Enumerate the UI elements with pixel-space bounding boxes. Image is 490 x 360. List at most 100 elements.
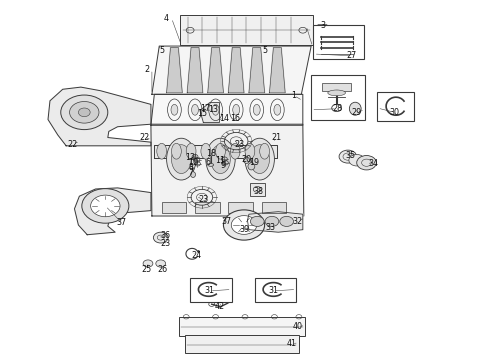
Text: 20: 20: [241, 155, 251, 163]
Ellipse shape: [216, 143, 225, 159]
Bar: [322, 83, 351, 91]
Text: 32: 32: [293, 217, 303, 226]
Ellipse shape: [192, 104, 198, 115]
Text: 5: 5: [262, 46, 267, 55]
Ellipse shape: [265, 216, 279, 226]
Text: 33: 33: [266, 223, 275, 232]
Text: 18: 18: [206, 149, 216, 158]
Text: 7: 7: [189, 168, 194, 177]
Polygon shape: [208, 48, 223, 93]
Ellipse shape: [230, 143, 240, 159]
Text: 8: 8: [189, 163, 194, 172]
Ellipse shape: [253, 104, 260, 115]
Ellipse shape: [171, 104, 178, 115]
Polygon shape: [270, 48, 285, 93]
Bar: [195, 202, 220, 213]
Text: 10: 10: [189, 158, 198, 167]
Text: 5: 5: [159, 46, 164, 55]
Text: 34: 34: [368, 159, 378, 168]
Circle shape: [332, 104, 342, 112]
Ellipse shape: [191, 172, 196, 177]
Ellipse shape: [206, 138, 235, 180]
Text: 28: 28: [332, 104, 342, 113]
Text: 1: 1: [292, 91, 296, 100]
Bar: [250, 183, 265, 196]
Text: 41: 41: [287, 339, 296, 348]
Text: 23: 23: [161, 239, 171, 248]
Text: 15: 15: [197, 109, 207, 118]
Text: 30: 30: [390, 108, 399, 117]
Text: 31: 31: [269, 287, 278, 295]
Text: 38: 38: [254, 187, 264, 196]
Text: 4: 4: [164, 14, 169, 23]
Ellipse shape: [70, 102, 99, 123]
Ellipse shape: [349, 154, 365, 166]
Text: 23: 23: [198, 195, 208, 204]
Ellipse shape: [212, 104, 219, 115]
Text: 24: 24: [191, 251, 201, 260]
Text: 35: 35: [345, 151, 355, 160]
Ellipse shape: [223, 210, 265, 240]
Ellipse shape: [244, 157, 249, 163]
Polygon shape: [151, 94, 303, 125]
Ellipse shape: [186, 143, 196, 159]
Text: 16: 16: [230, 114, 240, 122]
Text: 11: 11: [216, 156, 225, 165]
Text: 26: 26: [158, 265, 168, 274]
Text: 36: 36: [161, 231, 171, 240]
Ellipse shape: [250, 216, 264, 226]
Text: 37: 37: [117, 218, 126, 227]
Ellipse shape: [260, 143, 270, 159]
Ellipse shape: [82, 189, 129, 223]
Ellipse shape: [157, 143, 167, 159]
Text: 23: 23: [234, 140, 244, 149]
Ellipse shape: [231, 216, 257, 234]
Bar: [190, 278, 232, 302]
Polygon shape: [152, 46, 311, 94]
Ellipse shape: [167, 138, 196, 180]
Bar: [311, 75, 365, 120]
Bar: [180, 15, 313, 45]
Polygon shape: [151, 124, 304, 216]
Ellipse shape: [250, 145, 270, 174]
Ellipse shape: [172, 143, 181, 159]
Ellipse shape: [61, 95, 108, 130]
Text: 2: 2: [145, 65, 149, 74]
Text: 19: 19: [249, 158, 259, 167]
Circle shape: [153, 232, 168, 243]
Ellipse shape: [91, 195, 120, 217]
Bar: [162, 202, 186, 213]
Bar: [255, 278, 296, 302]
Polygon shape: [48, 87, 151, 146]
Text: 17: 17: [200, 104, 210, 113]
Ellipse shape: [339, 150, 357, 163]
Text: 6: 6: [206, 158, 211, 167]
Circle shape: [143, 260, 153, 267]
Ellipse shape: [201, 143, 211, 159]
Polygon shape: [249, 48, 265, 93]
Ellipse shape: [233, 104, 240, 115]
Text: 25: 25: [141, 265, 151, 274]
Polygon shape: [200, 103, 220, 122]
Ellipse shape: [274, 104, 281, 115]
Ellipse shape: [245, 143, 255, 159]
Text: 27: 27: [347, 51, 357, 60]
Bar: [377, 92, 414, 121]
Bar: [313, 25, 364, 59]
Ellipse shape: [280, 216, 294, 226]
Text: 14: 14: [220, 114, 229, 122]
Text: 40: 40: [293, 323, 303, 331]
Text: 21: 21: [272, 133, 282, 142]
Ellipse shape: [328, 90, 345, 96]
Polygon shape: [187, 48, 203, 93]
Polygon shape: [228, 48, 244, 93]
Text: 22: 22: [68, 140, 77, 149]
Circle shape: [78, 108, 90, 117]
Ellipse shape: [172, 145, 191, 174]
Text: 29: 29: [352, 108, 362, 117]
Text: 9: 9: [220, 161, 225, 170]
Polygon shape: [74, 188, 151, 235]
Ellipse shape: [245, 138, 274, 180]
Polygon shape: [167, 48, 182, 93]
Ellipse shape: [208, 163, 214, 166]
